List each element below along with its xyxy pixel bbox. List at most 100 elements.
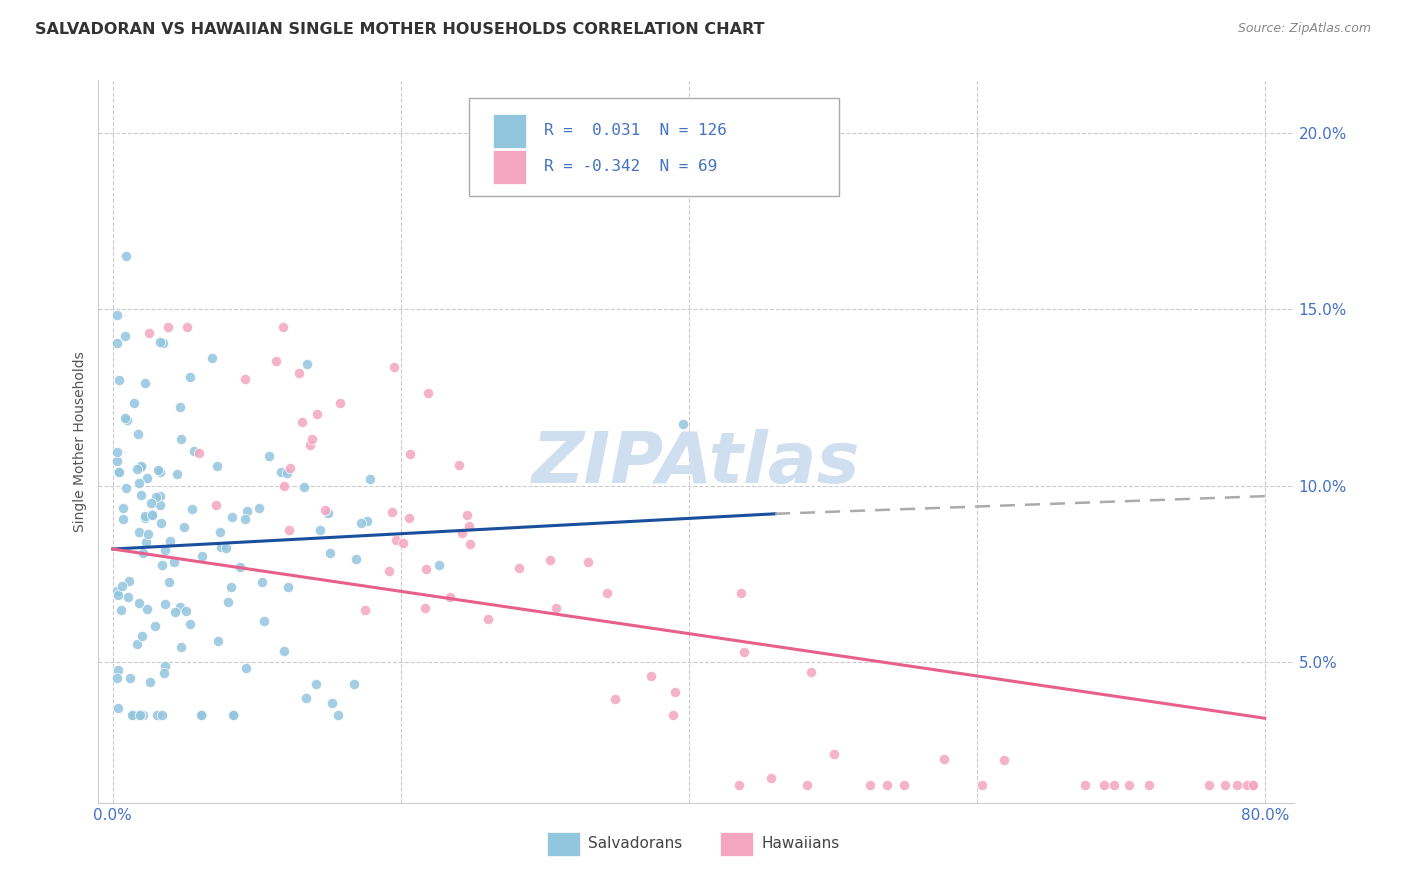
Point xyxy=(128,707,150,722)
Point xyxy=(544,601,567,615)
Point xyxy=(136,471,159,485)
Point xyxy=(143,619,166,633)
Point xyxy=(145,491,167,505)
Point xyxy=(183,444,205,458)
Point xyxy=(170,433,193,447)
Point xyxy=(415,562,437,576)
Point xyxy=(456,508,478,523)
Point xyxy=(115,248,138,262)
Point xyxy=(253,615,276,629)
Point xyxy=(247,501,270,516)
Point xyxy=(191,707,214,722)
Point xyxy=(150,707,173,722)
Point xyxy=(640,669,662,683)
Point xyxy=(201,351,224,366)
Point xyxy=(166,467,188,481)
Point xyxy=(129,707,152,722)
Point xyxy=(205,498,228,512)
Point xyxy=(128,596,150,610)
Point xyxy=(152,336,174,351)
Point xyxy=(252,575,274,590)
Point xyxy=(127,462,149,476)
Point xyxy=(128,524,150,539)
Point xyxy=(398,511,420,525)
Point xyxy=(385,533,408,547)
Point xyxy=(305,407,328,421)
Point xyxy=(153,659,176,673)
Point xyxy=(796,778,818,792)
Point xyxy=(157,575,180,590)
Point xyxy=(153,597,176,611)
Point xyxy=(188,446,211,460)
Point xyxy=(329,396,352,410)
Point xyxy=(295,690,318,705)
Point xyxy=(661,707,683,722)
Point xyxy=(273,479,295,493)
Point xyxy=(107,663,129,677)
Point xyxy=(136,527,159,541)
Point xyxy=(993,753,1015,767)
Point xyxy=(105,454,128,468)
Point xyxy=(1137,778,1160,792)
Point xyxy=(169,400,191,414)
Point xyxy=(377,564,399,578)
Point xyxy=(233,512,256,526)
Point xyxy=(159,534,181,549)
Point xyxy=(276,580,298,594)
Point xyxy=(823,747,845,761)
Point xyxy=(141,496,163,510)
Point xyxy=(127,427,149,442)
Point xyxy=(179,370,201,384)
Point xyxy=(1241,778,1264,792)
Point xyxy=(235,661,257,675)
Point xyxy=(301,432,323,446)
Point xyxy=(1226,778,1249,792)
Point xyxy=(259,449,281,463)
Point xyxy=(271,320,294,334)
Point xyxy=(326,707,349,722)
Point xyxy=(129,460,152,475)
Point xyxy=(382,360,405,375)
Point xyxy=(117,590,139,604)
Point xyxy=(451,526,474,541)
Point xyxy=(149,516,172,531)
Point xyxy=(291,415,314,429)
Point xyxy=(727,778,749,792)
Text: SALVADORAN VS HAWAIIAN SINGLE MOTHER HOUSEHOLDS CORRELATION CHART: SALVADORAN VS HAWAIIAN SINGLE MOTHER HOU… xyxy=(35,22,765,37)
Point xyxy=(222,707,245,722)
Point xyxy=(800,665,823,680)
Point xyxy=(122,396,145,410)
Point xyxy=(149,465,172,479)
Point xyxy=(111,501,134,516)
Point xyxy=(107,465,129,479)
Point xyxy=(129,707,152,722)
Point xyxy=(876,778,898,792)
Point xyxy=(135,601,157,615)
Point xyxy=(141,508,163,522)
Point xyxy=(1118,778,1140,792)
Point xyxy=(859,778,882,792)
Point xyxy=(165,605,187,619)
Point xyxy=(169,600,191,615)
Point xyxy=(344,552,367,566)
Point xyxy=(413,601,436,615)
Point xyxy=(112,512,135,526)
Point xyxy=(893,778,915,792)
Point xyxy=(276,466,298,480)
Point xyxy=(141,508,163,522)
Point xyxy=(107,465,129,479)
Point xyxy=(380,505,402,519)
Point xyxy=(121,707,143,722)
Point xyxy=(321,696,343,710)
Point xyxy=(118,574,141,588)
Point xyxy=(190,549,212,563)
Point xyxy=(458,518,481,533)
Point xyxy=(278,460,301,475)
Point xyxy=(1213,778,1236,792)
Point xyxy=(131,458,153,473)
Point xyxy=(288,366,311,380)
Point xyxy=(114,329,136,343)
Point xyxy=(970,778,993,792)
Point xyxy=(1074,778,1097,792)
Point xyxy=(350,516,373,531)
